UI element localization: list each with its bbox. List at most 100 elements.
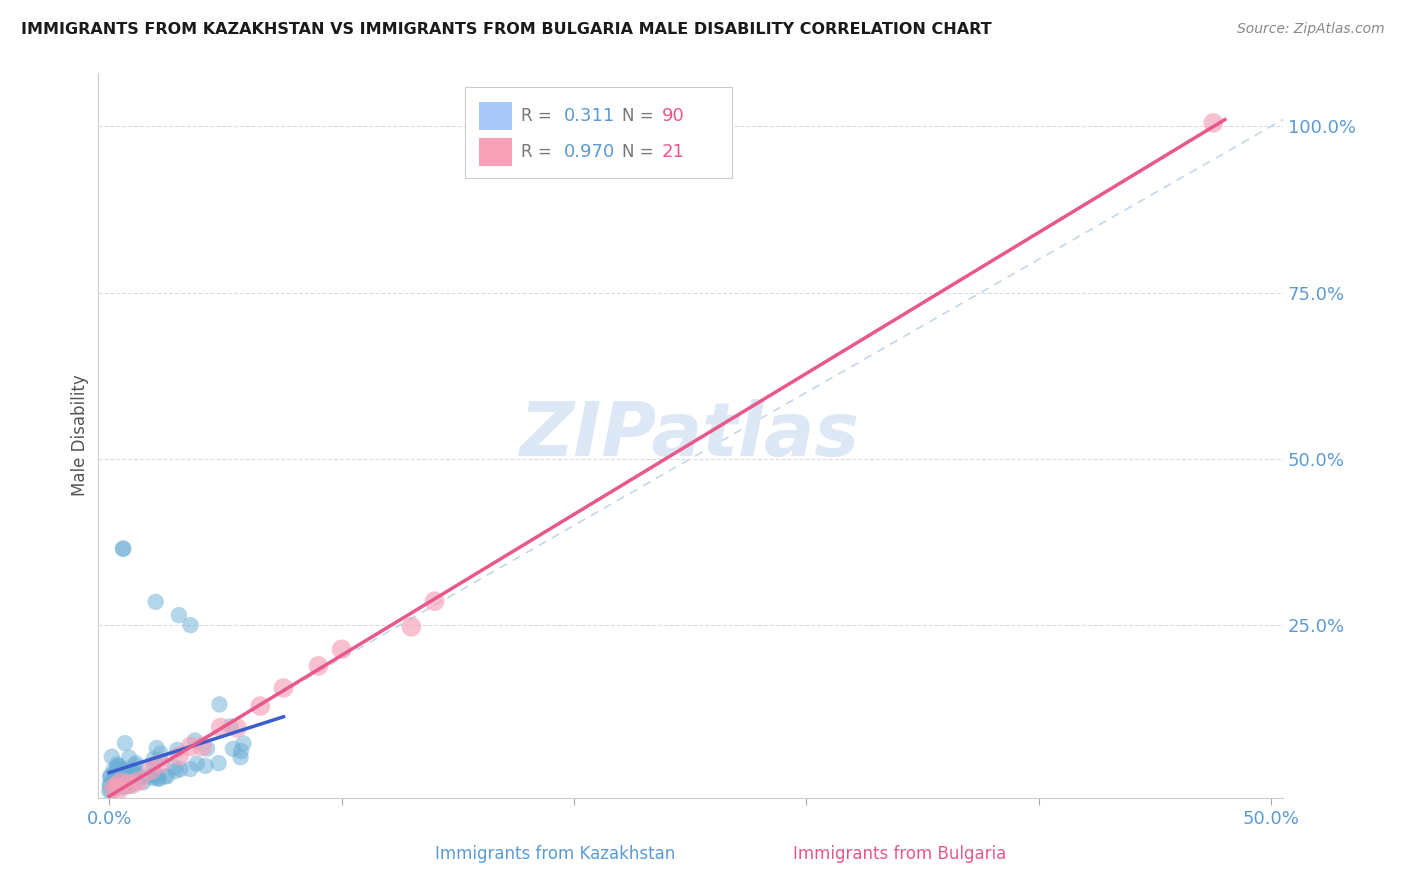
Text: ZIPatlas: ZIPatlas bbox=[520, 399, 860, 472]
Text: IMMIGRANTS FROM KAZAKHSTAN VS IMMIGRANTS FROM BULGARIA MALE DISABILITY CORRELATI: IMMIGRANTS FROM KAZAKHSTAN VS IMMIGRANTS… bbox=[21, 22, 991, 37]
Point bbox=[209, 721, 232, 735]
Point bbox=[110, 775, 132, 789]
Point bbox=[110, 763, 132, 777]
Point bbox=[112, 541, 135, 556]
Point bbox=[156, 769, 179, 783]
Point bbox=[121, 777, 143, 791]
Point bbox=[128, 772, 150, 786]
Point bbox=[307, 659, 329, 673]
Point bbox=[110, 774, 132, 789]
Point bbox=[186, 756, 208, 771]
Point bbox=[167, 608, 190, 623]
Point bbox=[111, 762, 134, 776]
Point bbox=[100, 777, 122, 791]
Point bbox=[165, 764, 187, 778]
Point bbox=[180, 739, 202, 754]
Point bbox=[104, 780, 127, 795]
Point bbox=[120, 770, 142, 784]
Point bbox=[107, 780, 129, 794]
Point bbox=[103, 773, 125, 788]
Point bbox=[105, 764, 128, 778]
Point bbox=[229, 744, 252, 758]
Point bbox=[169, 762, 191, 776]
Point bbox=[249, 699, 271, 714]
Point bbox=[232, 737, 254, 751]
Text: R =: R = bbox=[520, 143, 557, 161]
Point bbox=[107, 780, 129, 794]
Point bbox=[105, 757, 128, 772]
Point bbox=[110, 780, 132, 794]
Text: Immigrants from Kazakhstan: Immigrants from Kazakhstan bbox=[436, 846, 675, 863]
Point bbox=[112, 541, 135, 556]
Point bbox=[98, 778, 121, 792]
Point bbox=[100, 769, 122, 783]
Point bbox=[149, 756, 172, 771]
Point bbox=[1202, 116, 1225, 130]
Point bbox=[111, 779, 134, 793]
Point bbox=[273, 681, 295, 695]
Point bbox=[128, 773, 150, 788]
Point bbox=[108, 780, 131, 794]
Point bbox=[124, 774, 146, 789]
Point bbox=[111, 777, 134, 791]
Point bbox=[149, 747, 172, 761]
Point bbox=[179, 762, 201, 776]
Point bbox=[148, 772, 170, 786]
Point bbox=[142, 771, 165, 785]
Point bbox=[145, 741, 167, 756]
Text: 0.311: 0.311 bbox=[564, 107, 614, 125]
Point bbox=[115, 772, 138, 787]
FancyBboxPatch shape bbox=[465, 87, 731, 178]
Point bbox=[107, 762, 129, 776]
Point bbox=[180, 618, 202, 632]
Bar bbox=[479, 138, 512, 166]
Point bbox=[184, 733, 207, 747]
Point bbox=[112, 772, 135, 787]
Point bbox=[145, 769, 167, 783]
Point bbox=[105, 779, 128, 793]
Point bbox=[142, 757, 165, 772]
Point bbox=[118, 766, 141, 780]
Point bbox=[124, 758, 146, 772]
Point bbox=[104, 779, 127, 793]
Point bbox=[103, 781, 125, 796]
Point bbox=[108, 772, 131, 787]
Point bbox=[142, 752, 165, 766]
Point bbox=[114, 736, 136, 750]
Point bbox=[110, 764, 132, 779]
Point bbox=[101, 749, 124, 764]
Point bbox=[330, 642, 353, 657]
Point bbox=[117, 779, 139, 793]
Point bbox=[166, 743, 188, 757]
Point bbox=[100, 784, 122, 798]
Y-axis label: Male Disability: Male Disability bbox=[72, 375, 89, 497]
Point bbox=[167, 748, 190, 763]
Point bbox=[111, 780, 134, 794]
Point bbox=[121, 773, 143, 788]
Point bbox=[191, 739, 214, 754]
Point bbox=[118, 750, 141, 764]
Point bbox=[195, 741, 218, 756]
Point bbox=[107, 759, 129, 773]
Point bbox=[139, 764, 162, 778]
Point bbox=[226, 721, 249, 735]
Text: N =: N = bbox=[621, 107, 658, 125]
Text: Immigrants from Bulgaria: Immigrants from Bulgaria bbox=[793, 846, 1007, 863]
Text: R =: R = bbox=[520, 107, 557, 125]
Point bbox=[112, 769, 135, 783]
Point bbox=[222, 742, 245, 756]
Point bbox=[110, 780, 132, 794]
Point bbox=[125, 766, 148, 780]
Point bbox=[132, 775, 155, 789]
Point bbox=[194, 759, 217, 773]
Point bbox=[121, 763, 143, 777]
Point bbox=[148, 772, 170, 786]
Text: 0.970: 0.970 bbox=[564, 143, 614, 161]
Point bbox=[229, 750, 252, 764]
Text: N =: N = bbox=[621, 143, 658, 161]
Bar bbox=[479, 102, 512, 129]
Point bbox=[101, 771, 124, 785]
Point bbox=[208, 698, 231, 712]
Point bbox=[111, 768, 134, 782]
Point bbox=[219, 719, 242, 733]
